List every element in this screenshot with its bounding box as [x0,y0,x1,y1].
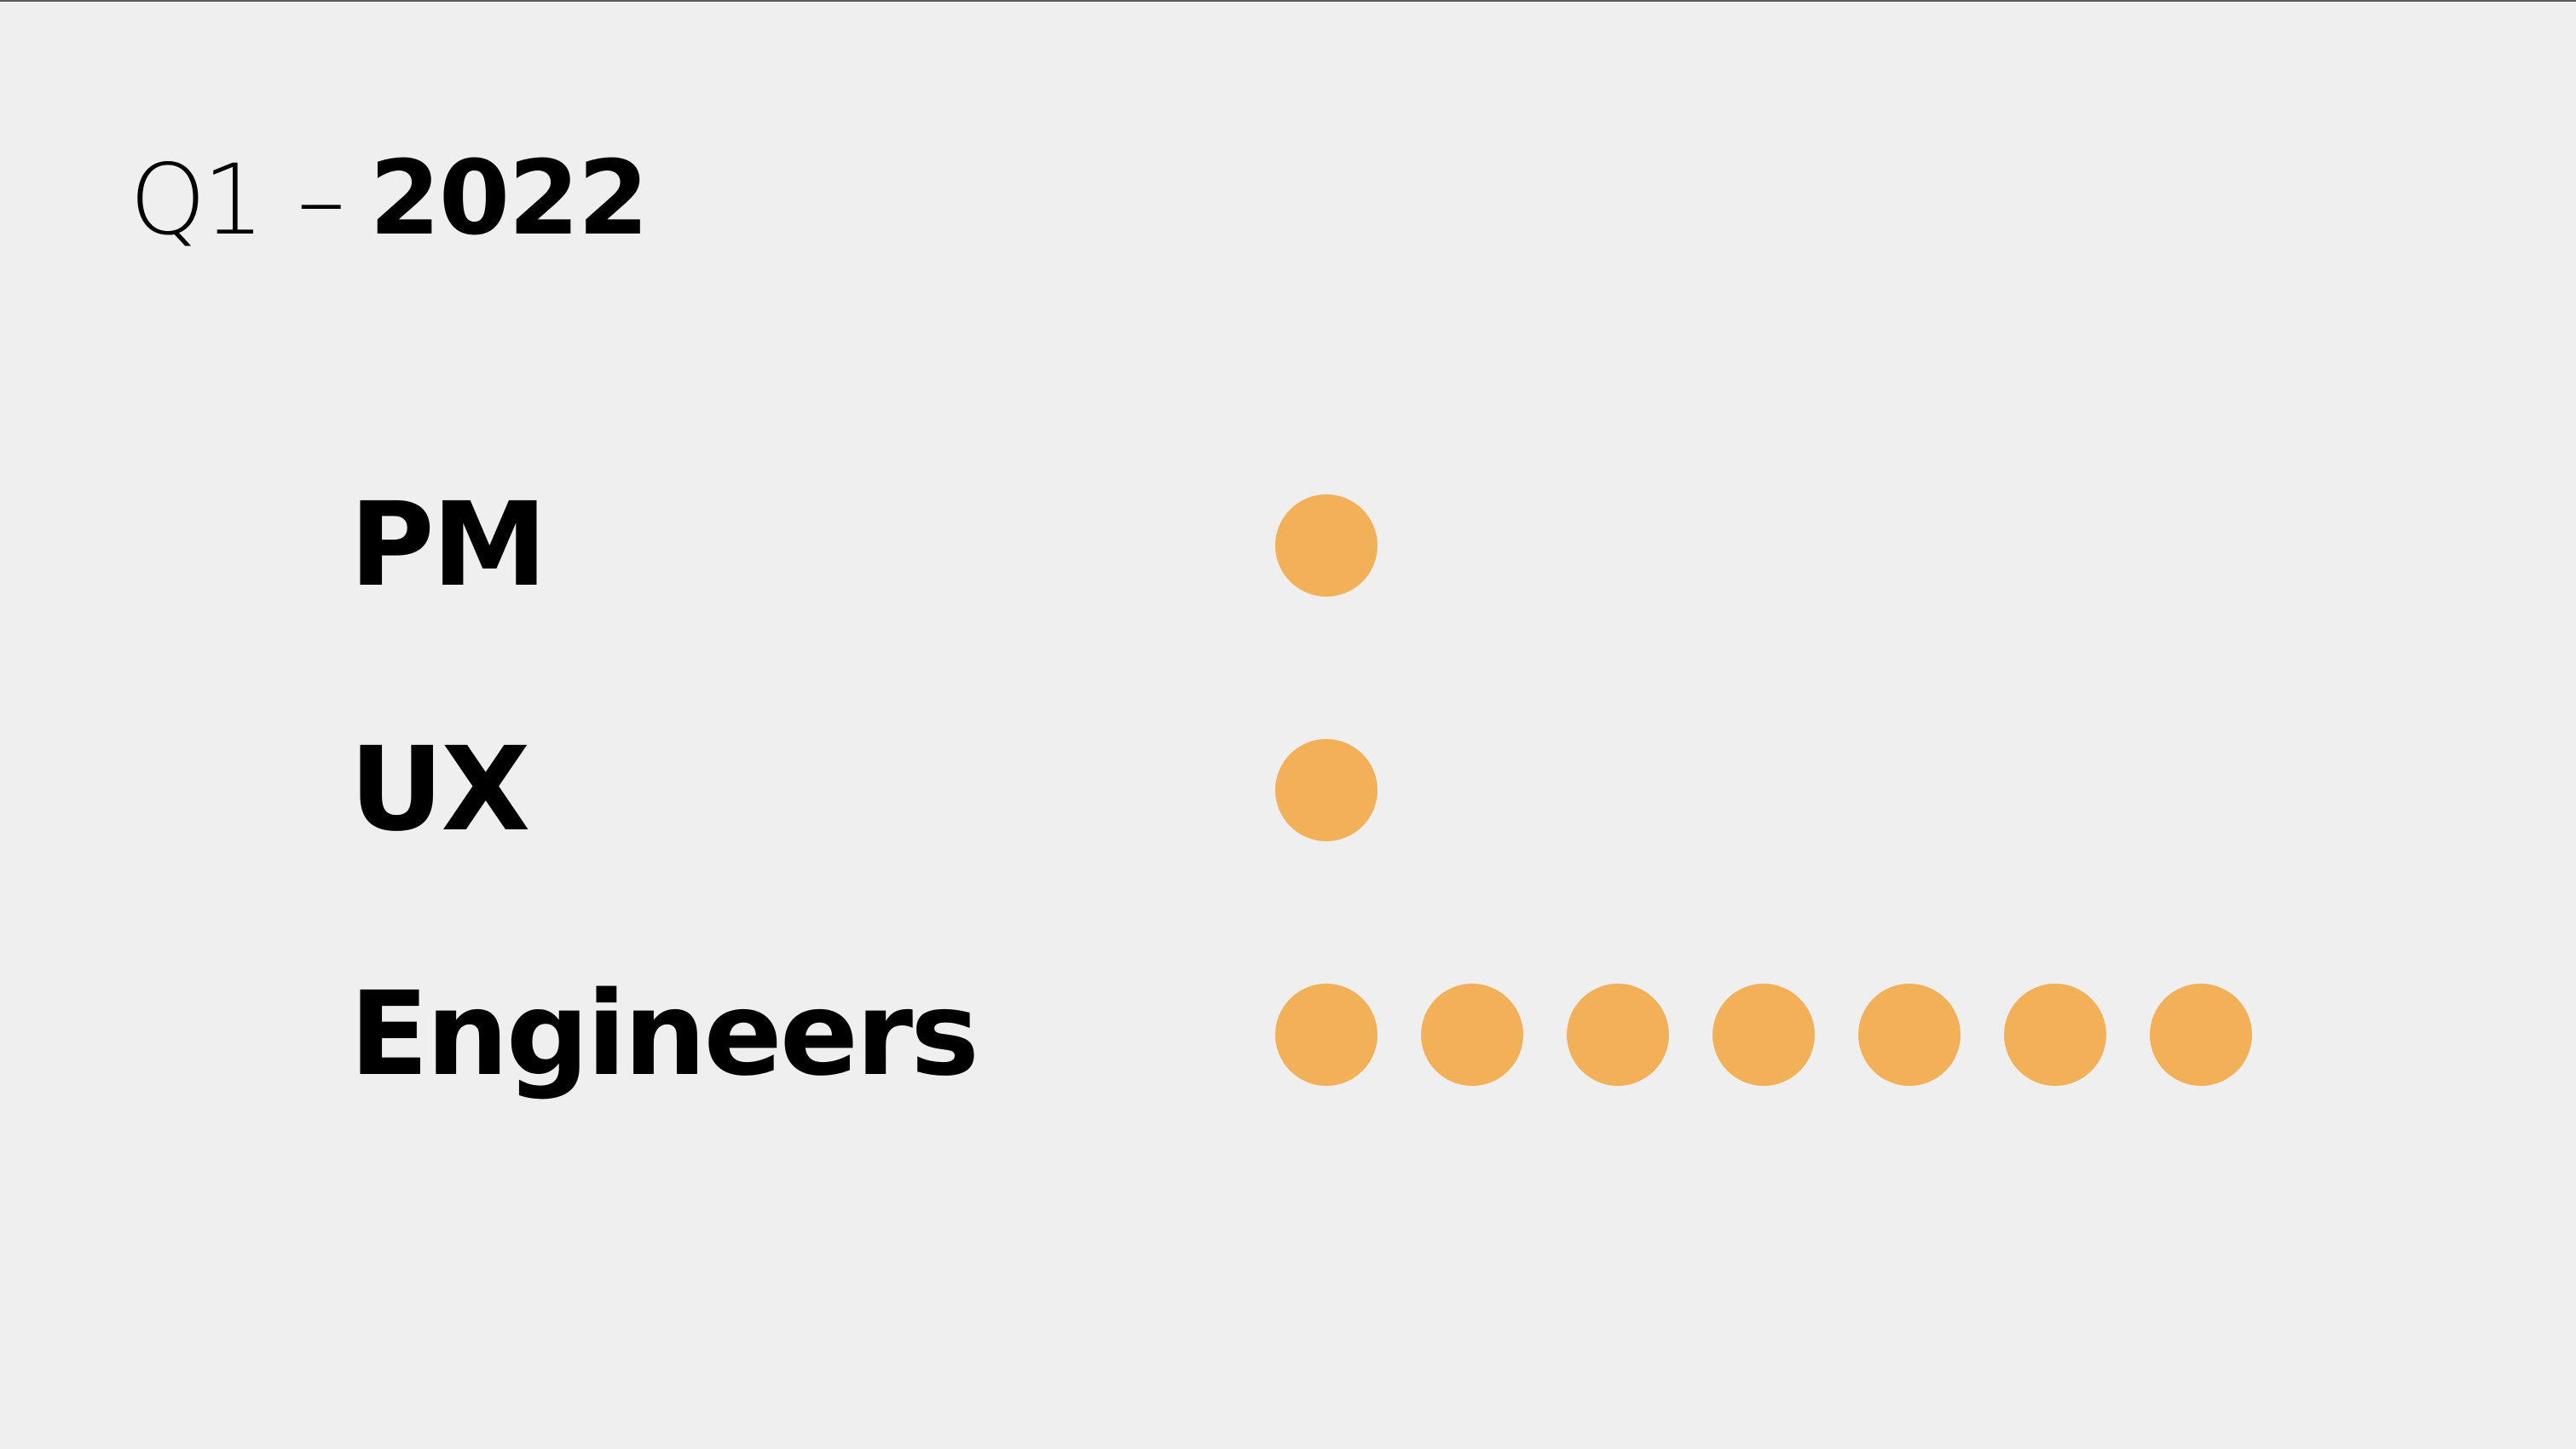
team-rows: PM UX Engineers [349,486,2310,1220]
window-top-border [0,0,2576,2]
team-row-engineers: Engineers [349,975,2310,1220]
team-size-dots [1275,494,1378,597]
role-label-ux: UX [349,723,530,857]
role-label-pm: PM [349,478,547,613]
team-member-dot [2150,984,2252,1086]
quarter-label: Q1 [130,143,264,257]
title-separator: – [297,143,346,257]
team-member-dot [1713,984,1815,1086]
slide-title: Q1 – 2022 [130,140,649,258]
team-row-pm: PM [349,486,2310,730]
team-member-dot [1421,984,1523,1086]
team-member-dot [1275,739,1378,841]
team-row-ux: UX [349,730,2310,975]
team-size-dots [1275,739,1378,841]
team-member-dot [1275,984,1378,1086]
team-member-dot [1858,984,1961,1086]
team-size-dots [1275,984,2252,1086]
year-label: 2022 [369,140,649,258]
team-member-dot [2004,984,2106,1086]
role-label-engineers: Engineers [349,967,979,1102]
team-member-dot [1567,984,1669,1086]
team-member-dot [1275,494,1378,597]
